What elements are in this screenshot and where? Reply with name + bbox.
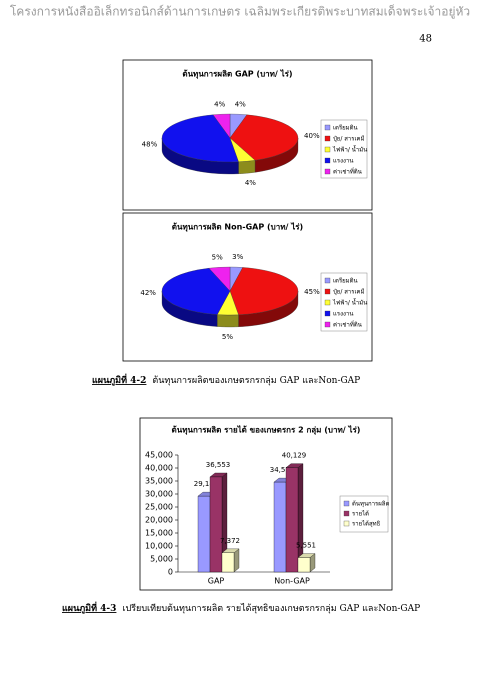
data-label: 40,129: [282, 452, 307, 460]
bar: [285, 467, 299, 573]
pie-slice: [212, 113, 231, 139]
data-label: 4%: [235, 100, 246, 108]
y-tick-label: 10,000: [145, 542, 173, 551]
legend-label: เตรียมดิน: [333, 124, 358, 132]
legend-label: รายได้: [352, 510, 369, 518]
caption-label: แผนภูมิที่ 4-3: [62, 601, 116, 614]
pie-slice: [229, 114, 299, 161]
y-tick-label: 45,000: [145, 451, 173, 460]
y-tick-label: 20,000: [145, 516, 173, 525]
legend-swatch: [343, 510, 350, 517]
data-label: 36,553: [206, 461, 231, 469]
caption: แผนภูมิที่ 4-2 ต้นทุนการผลิตของเกษตรกรกลุ…: [92, 373, 360, 386]
x-tick-label: Non-GAP: [274, 577, 310, 586]
legend-label: ต้นทุนการผลิต: [352, 501, 389, 508]
legend-label: ปุ๋ย/ สารเคมี: [333, 288, 365, 296]
pie-slice-side: [217, 314, 239, 328]
pie-slice: [229, 267, 299, 315]
legend-label: แรงงาน: [333, 311, 353, 318]
bar: [273, 481, 287, 573]
y-tick-label: 40,000: [145, 464, 173, 473]
chart-title: ต้นทุนการผลิต GAP (บาท/ ไร่): [182, 69, 292, 80]
y-tick-label: 30,000: [145, 490, 173, 499]
data-label: 40%: [304, 132, 320, 140]
legend-label: แรงงาน: [333, 158, 353, 165]
legend-swatch: [343, 520, 350, 527]
data-label: 29,181: [194, 480, 219, 488]
y-tick-label: 35,000: [145, 477, 173, 486]
legend-swatch: [324, 310, 331, 317]
pie-slice-side: [238, 160, 256, 174]
legend-label: ปุ๋ย/ สารเคมี: [333, 135, 365, 143]
legend-label: ค่าเช่าที่ดิน: [333, 321, 362, 329]
legend-label: ไฟฟ้า/ น้ำมัน: [332, 297, 367, 307]
y-tick-label: 25,000: [145, 503, 173, 512]
data-label: 5%: [222, 333, 233, 341]
data-label: 5,551: [296, 542, 316, 550]
data-label: 7,372: [220, 537, 240, 545]
data-label: 3%: [232, 253, 243, 261]
chart-title: ต้นทุนการผลิต Non-GAP (บาท/ ไร่): [172, 222, 303, 233]
legend-label: รายได้สุทธิ: [352, 520, 381, 528]
bar: [209, 476, 223, 573]
legend-label: เตรียมดิน: [333, 277, 358, 285]
pie-slice: [161, 268, 231, 315]
data-label: 5%: [212, 253, 223, 261]
y-tick-label: 0: [168, 568, 173, 577]
caption-text: เปรียบเทียบต้นทุนการผลิต รายได้สุทธิของเ…: [122, 603, 420, 614]
legend-label: ไฟฟ้า/ น้ำมัน: [332, 144, 367, 154]
caption: แผนภูมิที่ 4-3 เปรียบเทียบต้นทุนการผลิต ร…: [62, 601, 420, 614]
data-label: 48%: [142, 140, 158, 148]
legend-swatch: [324, 321, 331, 328]
legend-swatch: [324, 299, 331, 306]
bar: [297, 557, 311, 573]
legend-swatch: [324, 168, 331, 175]
chart-title: ต้นทุนการผลิต รายได้ ของเกษตรกร 2 กลุ่ม …: [172, 425, 361, 436]
data-label: 42%: [140, 289, 156, 297]
legend-label: ค่าเช่าที่ดิน: [333, 168, 362, 176]
page-number: 48: [419, 34, 432, 45]
x-tick-label: GAP: [208, 577, 225, 586]
y-tick-label: 15,000: [145, 529, 173, 538]
header-title: โครงการหนังสืออิเล็กทรอนิกส์ด้านการเกษตร…: [10, 4, 470, 20]
y-tick-label: 5,000: [150, 555, 173, 564]
data-label: 4%: [245, 179, 256, 187]
bar: [221, 552, 235, 573]
legend-swatch: [324, 288, 331, 295]
data-label: 34,578: [270, 466, 295, 474]
data-label: 4%: [214, 100, 225, 108]
caption-label: แผนภูมิที่ 4-2: [92, 373, 146, 386]
legend-swatch: [324, 146, 331, 153]
caption-text: ต้นทุนการผลิตของเกษตรกรกลุ่ม GAP และNon-…: [152, 375, 360, 386]
legend-swatch: [324, 124, 331, 131]
legend-swatch: [324, 277, 331, 284]
data-label: 45%: [304, 288, 320, 296]
legend-swatch: [324, 157, 331, 164]
pie-slice: [208, 266, 231, 292]
legend-swatch: [343, 500, 350, 507]
pie-slice: [161, 114, 239, 163]
bar: [197, 495, 211, 573]
legend-swatch: [324, 135, 331, 142]
